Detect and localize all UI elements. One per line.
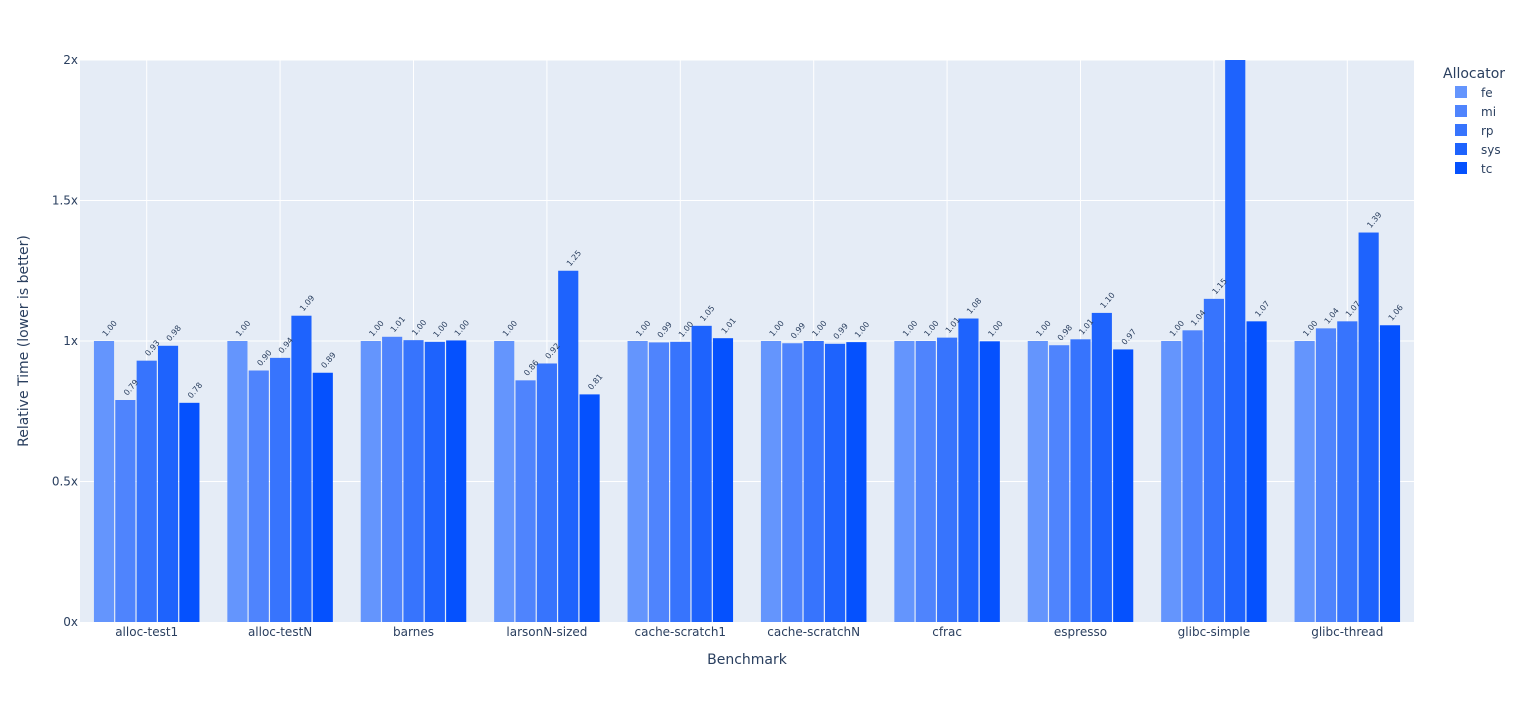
bar-mi-glibc-simple[interactable] bbox=[1182, 330, 1203, 622]
bar-tc-cfrac[interactable] bbox=[979, 341, 1000, 622]
x-tick-label: larsonN-sized bbox=[506, 625, 587, 639]
bar-rp-cache-scratch1[interactable] bbox=[670, 341, 691, 622]
bar-sys-larsonN-sized[interactable] bbox=[558, 270, 579, 622]
legend: Allocator fe mi rp sys tc bbox=[1443, 66, 1505, 176]
bar-tc-larsonN-sized[interactable] bbox=[579, 394, 600, 622]
bar-rp-cache-scratchN[interactable] bbox=[803, 341, 824, 622]
legend-label: tc bbox=[1481, 162, 1492, 176]
y-tick-label: 1.5x bbox=[52, 194, 78, 208]
bar-sys-cfrac[interactable] bbox=[958, 318, 979, 622]
x-tick-label: alloc-test1 bbox=[115, 625, 178, 639]
y-tick-label: 1x bbox=[63, 334, 78, 348]
bar-mi-cache-scratchN[interactable] bbox=[782, 343, 803, 622]
legend-label: sys bbox=[1481, 143, 1501, 157]
bars bbox=[93, 60, 1401, 623]
legend-swatch bbox=[1455, 86, 1467, 98]
bar-tc-cache-scratch1[interactable] bbox=[712, 338, 734, 622]
y-tick-label: 0.5x bbox=[52, 475, 78, 489]
bar-fe-espresso[interactable] bbox=[1027, 341, 1048, 622]
bar-sys-alloc-testN[interactable] bbox=[291, 315, 312, 622]
x-tick-label: alloc-testN bbox=[248, 625, 312, 639]
bar-fe-cache-scratch1[interactable] bbox=[627, 341, 648, 622]
x-tick-label: barnes bbox=[393, 625, 434, 639]
bar-fe-alloc-test1[interactable] bbox=[93, 341, 115, 622]
bar-rp-alloc-testN[interactable] bbox=[270, 357, 291, 622]
bar-rp-glibc-simple[interactable] bbox=[1203, 298, 1224, 622]
bar-mi-glibc-thread[interactable] bbox=[1315, 328, 1337, 622]
bar-fe-glibc-simple[interactable] bbox=[1161, 341, 1182, 622]
bar-fe-barnes[interactable] bbox=[360, 341, 381, 622]
legend-swatch bbox=[1455, 105, 1467, 117]
bar-sys-cache-scratch1[interactable] bbox=[691, 325, 712, 622]
y-tick-label: 0x bbox=[63, 615, 78, 629]
bar-fe-larsonN-sized[interactable] bbox=[494, 341, 515, 622]
bar-sys-glibc-thread[interactable] bbox=[1358, 232, 1379, 622]
legend-label: mi bbox=[1481, 105, 1496, 119]
bar-tc-cache-scratchN[interactable] bbox=[846, 342, 867, 622]
bar-fe-glibc-thread[interactable] bbox=[1294, 341, 1315, 622]
bar-fe-alloc-testN[interactable] bbox=[227, 341, 248, 622]
x-tick-label: glibc-thread bbox=[1311, 625, 1383, 639]
bar-rp-alloc-test1[interactable] bbox=[136, 360, 157, 622]
legend-title: Allocator bbox=[1443, 66, 1505, 82]
bar-tc-glibc-simple[interactable] bbox=[1246, 321, 1267, 622]
legend-item-fe[interactable]: fe bbox=[1455, 86, 1493, 100]
bar-sys-espresso[interactable] bbox=[1091, 312, 1112, 622]
bar-tc-espresso[interactable] bbox=[1113, 349, 1134, 622]
y-tick-label: 2x bbox=[63, 53, 78, 67]
legend-item-rp[interactable]: rp bbox=[1455, 124, 1494, 138]
x-axis-title: Benchmark bbox=[707, 652, 788, 668]
bar-rp-barnes[interactable] bbox=[403, 340, 424, 622]
bar-tc-alloc-test1[interactable] bbox=[179, 402, 200, 622]
bar-mi-espresso[interactable] bbox=[1049, 345, 1070, 622]
bar-sys-cache-scratchN[interactable] bbox=[824, 343, 846, 622]
legend-swatch bbox=[1455, 143, 1467, 155]
bar-mi-larsonN-sized[interactable] bbox=[515, 380, 536, 622]
bar-rp-cfrac[interactable] bbox=[937, 337, 958, 622]
bar-tc-glibc-thread[interactable] bbox=[1379, 325, 1401, 622]
bar-fe-cache-scratchN[interactable] bbox=[760, 341, 782, 622]
bar-tc-barnes[interactable] bbox=[446, 340, 467, 622]
legend-swatch bbox=[1455, 162, 1467, 174]
bar-sys-alloc-test1[interactable] bbox=[157, 345, 179, 622]
bar-rp-larsonN-sized[interactable] bbox=[536, 363, 557, 622]
legend-label: rp bbox=[1481, 124, 1494, 138]
legend-item-sys[interactable]: sys bbox=[1455, 143, 1501, 157]
legend-item-tc[interactable]: tc bbox=[1455, 162, 1492, 176]
bar-mi-alloc-testN[interactable] bbox=[248, 370, 269, 623]
bar-fe-cfrac[interactable] bbox=[894, 341, 915, 622]
legend-label: fe bbox=[1481, 86, 1493, 100]
x-tick-label: cfrac bbox=[932, 625, 962, 639]
bar-mi-cache-scratch1[interactable] bbox=[648, 342, 670, 622]
x-tick-label: espresso bbox=[1054, 625, 1107, 639]
bar-rp-espresso[interactable] bbox=[1070, 339, 1091, 622]
y-axis-title: Relative Time (lower is better) bbox=[16, 235, 32, 447]
legend-item-mi[interactable]: mi bbox=[1455, 105, 1496, 119]
legend-swatch bbox=[1455, 124, 1467, 136]
x-tick-label: cache-scratchN bbox=[767, 625, 860, 639]
x-tick-label: cache-scratch1 bbox=[635, 625, 727, 639]
bar-sys-barnes[interactable] bbox=[424, 341, 445, 622]
bar-mi-barnes[interactable] bbox=[382, 336, 403, 622]
x-tick-label: glibc-simple bbox=[1178, 625, 1250, 639]
bar-rp-glibc-thread[interactable] bbox=[1337, 321, 1358, 622]
bar-tc-alloc-testN[interactable] bbox=[312, 372, 333, 622]
y-axis-ticks: 0x 0.5x 1x 1.5x 2x bbox=[52, 53, 78, 629]
bar-mi-cfrac[interactable] bbox=[915, 341, 936, 622]
bar-sys-glibc-simple[interactable] bbox=[1225, 60, 1246, 622]
bar-mi-alloc-test1[interactable] bbox=[115, 400, 136, 622]
x-axis-ticks: alloc-test1 alloc-testN barnes larsonN-size… bbox=[115, 625, 1383, 639]
